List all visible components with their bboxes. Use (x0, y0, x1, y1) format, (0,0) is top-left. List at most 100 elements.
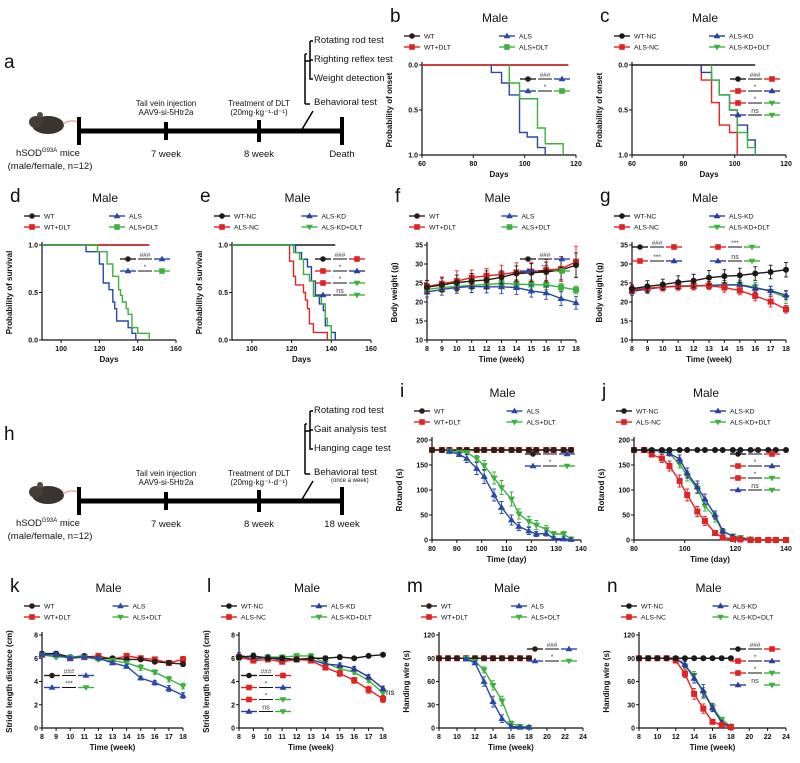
significance-annotation: ns (730, 483, 780, 494)
significance-text: ns (336, 288, 344, 295)
stat-b-marker (279, 697, 287, 703)
y-tick-label: 90 (627, 656, 635, 663)
legend-item: WT (414, 408, 445, 416)
y-axis-label: Handing wire (s) (402, 650, 411, 713)
event-label: Treatment of DLT (228, 99, 290, 108)
stat-b-marker (670, 257, 678, 264)
significance-annotation: * (120, 264, 170, 274)
x-tick-label: 80 (630, 546, 638, 553)
stat-a-marker (246, 672, 252, 679)
panel-label: l (207, 576, 211, 597)
legend-label: ALS (527, 409, 540, 416)
stat-a-marker (320, 280, 326, 286)
y-tick-label: 4 (34, 679, 38, 686)
legend-item: WT+DLT (414, 419, 461, 427)
stat-b-marker (82, 672, 90, 678)
stat-a-marker (320, 268, 326, 274)
y-tick-label: 1.0 (618, 153, 628, 160)
data-point (550, 531, 558, 538)
x-tick-label: 10 (264, 734, 272, 741)
x-tick-label: 140 (325, 346, 337, 353)
x-tick-label: 18 (572, 346, 580, 353)
x-tick-label: 18 (525, 734, 533, 741)
legend-label: ALS+DLT (531, 615, 560, 622)
data-point (767, 268, 774, 275)
chart-panel-b: b Male WT ALS WT+DLT ALS+DLT 60 80 100 120 0.0 0.5 1… (380, 0, 590, 185)
test-item: Gait analysis test (314, 424, 387, 435)
y-tick-label: 25 (415, 281, 423, 288)
event-time: 8 week (243, 149, 275, 160)
x-tick-label: 16 (751, 346, 759, 353)
x-axis-label: Time (week) (690, 743, 736, 752)
legend-marker (117, 614, 124, 621)
chart-panel-l: l Male WT-NC ALS-KD ALS-NC ALS-KD+DLT 8 9 10 11 12… (197, 570, 397, 758)
stat-a-marker (715, 244, 721, 250)
legend-marker (219, 224, 225, 230)
stat-b-marker (769, 646, 775, 652)
data-point (681, 655, 688, 662)
event-label: Tail vein injection (135, 469, 197, 478)
legend-item: WT+DLT (24, 614, 71, 622)
data-point (684, 492, 691, 498)
x-tick-label: 12 (483, 346, 491, 353)
legend-item: WT+DLT (24, 224, 71, 232)
chart-panel-i: i Male WT ALS WT+DLT ALS+DLT 80 90 100 110 120 130 1… (390, 375, 595, 570)
stat-b-marker (353, 267, 361, 274)
legend-marker (626, 603, 632, 609)
data-point (438, 281, 445, 288)
legend-label: ALS-KD+DLT (733, 615, 774, 622)
x-tick-label: 13 (705, 346, 713, 353)
data-point (782, 291, 790, 298)
x-tick-label: 60 (628, 161, 636, 168)
survival-step-line (232, 244, 332, 340)
chart-svg-b: b Male WT ALS WT+DLT ALS+DLT 60 80 100 120 0.0 0.5 1… (385, 6, 582, 179)
legend-marker (713, 44, 721, 51)
significance-annotation: ### (315, 252, 365, 262)
subject-name: hSOD (16, 518, 42, 530)
data-point (94, 654, 102, 661)
legend-label: ALS (519, 34, 532, 41)
panel-label: j (601, 381, 606, 402)
x-tick-label: 10 (659, 346, 667, 353)
data-point (489, 698, 497, 705)
data-point (264, 655, 271, 662)
legend-item: WT-NC (221, 603, 263, 611)
stat-a-marker (735, 646, 741, 652)
series-wt-nc (629, 262, 789, 293)
data-point (543, 281, 550, 288)
x-tick-label: 14 (123, 734, 131, 741)
data-point (481, 447, 488, 453)
data-point (380, 695, 386, 702)
data-point (658, 447, 665, 453)
legend-item: ALS (511, 602, 544, 611)
x-tick-label: 18 (727, 734, 735, 741)
significance-text: * (754, 666, 757, 673)
legend-item: WT-NC (621, 603, 663, 611)
legend-label: WT+DLT (441, 615, 468, 622)
data-point (151, 669, 159, 676)
chart-svg-i: i Male WT ALS WT+DLT ALS+DLT 80 90 100 110 120 130 1… (395, 381, 587, 564)
data-point (525, 527, 533, 534)
x-tick-label: 9 (440, 346, 444, 353)
branch-connector (300, 53, 314, 132)
panel-label: h (4, 424, 15, 445)
y-tick-label: 6 (34, 656, 38, 663)
y-tick-label: 100 (618, 488, 630, 495)
legend-item: ALS+DLT (506, 420, 556, 427)
x-tick-label: 80 (679, 161, 687, 168)
data-point (365, 686, 372, 693)
data-point (468, 278, 475, 285)
stat-b-marker (558, 255, 566, 262)
stat-b-marker (563, 463, 571, 470)
legend-item: WT (24, 603, 55, 611)
chart-svg-c: c Male WT-NC ALS-KD ALS-NC ALS-KD+DLT 60 80 100 1… (595, 6, 792, 179)
y-tick-label: 4 (231, 679, 235, 686)
y-axis-label: Body weight (g) (595, 262, 604, 322)
subject-cohort: (male/female, n=12) (7, 161, 93, 172)
data-point (480, 667, 488, 674)
x-tick-label: 120 (729, 546, 741, 553)
significance-annotation: ### (525, 447, 575, 457)
data-point (473, 464, 481, 471)
data-point (491, 447, 498, 453)
significance-annotation: * (527, 654, 577, 665)
